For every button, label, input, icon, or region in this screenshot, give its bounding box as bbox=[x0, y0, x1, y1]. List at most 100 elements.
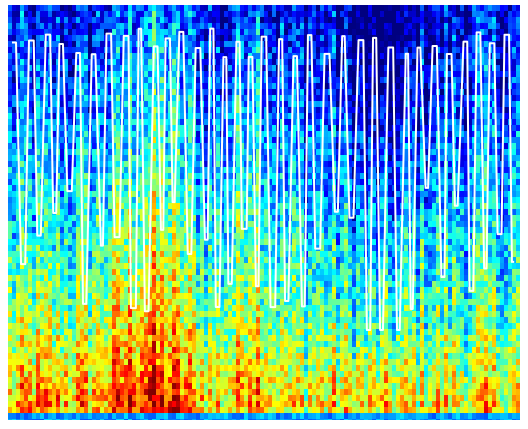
cell bbox=[224, 131, 228, 137]
cell bbox=[76, 305, 80, 311]
cell bbox=[16, 179, 20, 185]
cell bbox=[48, 287, 52, 293]
cell bbox=[164, 215, 168, 221]
cell bbox=[64, 293, 68, 299]
cell bbox=[20, 245, 24, 251]
cell bbox=[100, 401, 104, 407]
cell bbox=[252, 53, 256, 59]
cell bbox=[240, 137, 244, 143]
cell bbox=[204, 305, 208, 311]
cell bbox=[244, 17, 248, 23]
cell bbox=[132, 281, 136, 287]
cell bbox=[212, 245, 216, 251]
cell bbox=[268, 395, 272, 401]
cell bbox=[36, 41, 40, 47]
cell bbox=[64, 419, 68, 420]
cell bbox=[148, 311, 152, 317]
cell bbox=[92, 269, 96, 275]
cell bbox=[156, 125, 160, 131]
cell bbox=[156, 377, 160, 383]
cell bbox=[252, 227, 256, 233]
cell bbox=[224, 209, 228, 215]
cell bbox=[180, 395, 184, 401]
cell bbox=[124, 83, 128, 89]
cell bbox=[104, 311, 108, 317]
cell bbox=[124, 305, 128, 311]
cell bbox=[276, 185, 280, 191]
cell bbox=[116, 317, 120, 323]
cell bbox=[228, 23, 232, 29]
cell bbox=[152, 167, 156, 173]
cell bbox=[100, 83, 104, 89]
cell bbox=[92, 143, 96, 149]
cell bbox=[88, 185, 92, 191]
cell bbox=[220, 59, 224, 65]
cell bbox=[172, 269, 176, 275]
cell bbox=[152, 143, 156, 149]
cell bbox=[120, 5, 124, 11]
cell bbox=[168, 131, 172, 137]
cell bbox=[80, 119, 84, 125]
cell bbox=[184, 383, 188, 389]
cell bbox=[228, 83, 232, 89]
cell bbox=[60, 17, 64, 23]
cell bbox=[280, 191, 284, 197]
cell bbox=[96, 293, 100, 299]
cell bbox=[104, 263, 108, 269]
cell bbox=[284, 29, 288, 35]
cell bbox=[120, 53, 124, 59]
cell bbox=[284, 197, 288, 203]
cell bbox=[20, 347, 24, 353]
cell bbox=[36, 173, 40, 179]
cell bbox=[28, 233, 32, 239]
cell bbox=[172, 161, 176, 167]
cell bbox=[44, 365, 48, 371]
cell bbox=[60, 83, 64, 89]
cell bbox=[212, 359, 216, 365]
cell bbox=[96, 311, 100, 317]
cell bbox=[288, 311, 292, 317]
cell bbox=[280, 329, 284, 335]
cell bbox=[92, 353, 96, 359]
cell bbox=[248, 161, 252, 167]
cell bbox=[116, 125, 120, 131]
cell bbox=[148, 101, 152, 107]
cell bbox=[128, 71, 132, 77]
cell bbox=[124, 179, 128, 185]
cell bbox=[268, 53, 272, 59]
cell bbox=[268, 41, 272, 47]
cell bbox=[248, 419, 252, 420]
cell bbox=[104, 371, 108, 377]
cell bbox=[284, 383, 288, 389]
cell bbox=[292, 83, 296, 89]
cell bbox=[144, 293, 148, 299]
cell bbox=[64, 185, 68, 191]
cell bbox=[280, 17, 284, 23]
cell bbox=[52, 239, 56, 245]
cell bbox=[76, 203, 80, 209]
cell bbox=[188, 329, 192, 335]
cell bbox=[260, 263, 264, 269]
cell bbox=[104, 299, 108, 305]
cell bbox=[84, 95, 88, 101]
cell bbox=[204, 365, 208, 371]
cell bbox=[164, 197, 168, 203]
cell bbox=[96, 17, 100, 23]
cell bbox=[268, 119, 272, 125]
cell bbox=[60, 89, 64, 95]
cell bbox=[220, 341, 224, 347]
cell bbox=[164, 365, 168, 371]
cell bbox=[96, 83, 100, 89]
cell bbox=[224, 53, 228, 59]
cell bbox=[272, 341, 276, 347]
cell bbox=[92, 11, 96, 17]
cell bbox=[244, 77, 248, 83]
cell bbox=[224, 233, 228, 239]
cell bbox=[72, 323, 76, 329]
cell bbox=[84, 119, 88, 125]
cell bbox=[288, 11, 292, 17]
cell bbox=[160, 11, 164, 17]
cell bbox=[200, 245, 204, 251]
cell bbox=[100, 11, 104, 17]
cell bbox=[48, 185, 52, 191]
